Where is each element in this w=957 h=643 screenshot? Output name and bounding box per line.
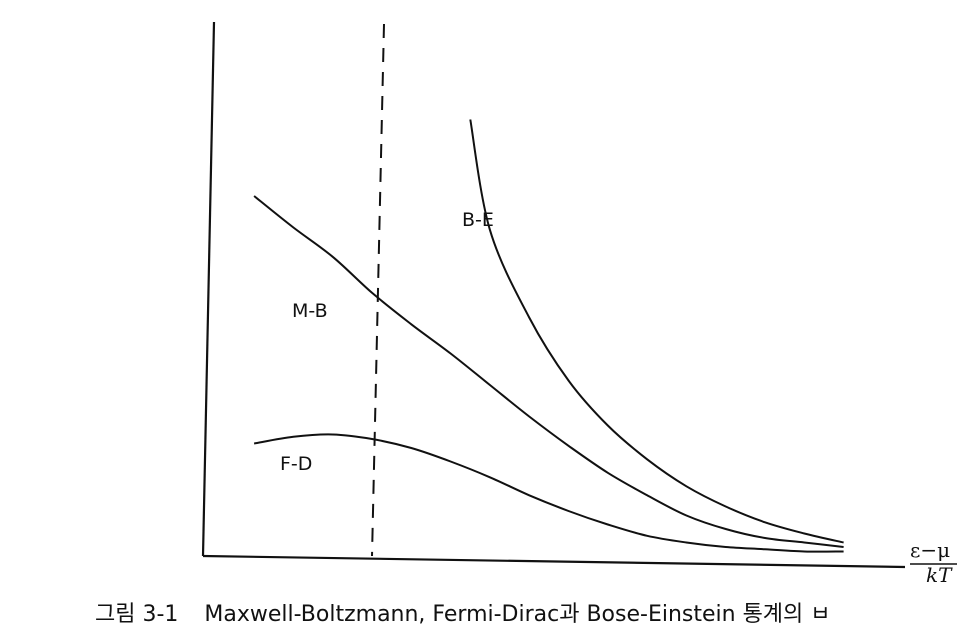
series-line-f-d xyxy=(253,433,844,553)
axes xyxy=(201,21,906,569)
x-axis-label-numerator: ε−μ xyxy=(910,538,950,562)
curve-labels: B-E M-B F-D xyxy=(280,209,494,475)
series-label-m-b: M-B xyxy=(292,300,328,322)
x-axis-label: ε−μ kT xyxy=(910,538,957,587)
series-line-b-e xyxy=(469,119,844,544)
figure-caption-number: 그림 3-1 xyxy=(95,602,179,627)
y-axis xyxy=(201,21,216,557)
curves xyxy=(253,119,844,553)
x-axis-label-denominator: kT xyxy=(926,563,953,587)
reference-dashed-line xyxy=(371,23,385,557)
figure-caption: 그림 3-1 Maxwell-Boltzmann, Fermi-Dirac과 Bo… xyxy=(95,598,957,632)
figure-caption-text: Maxwell-Boltzmann, Fermi-Dirac과 Bose-Ein… xyxy=(204,602,831,627)
series-label-f-d: F-D xyxy=(280,453,312,475)
series-line-m-b xyxy=(253,195,844,548)
x-axis xyxy=(202,554,906,569)
series-label-b-e: B-E xyxy=(462,209,494,231)
